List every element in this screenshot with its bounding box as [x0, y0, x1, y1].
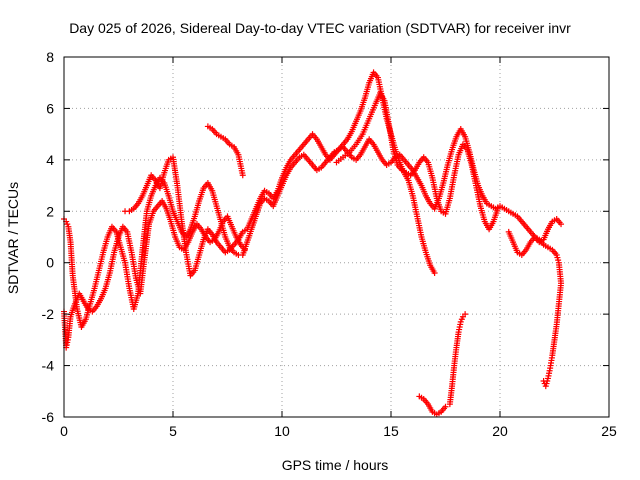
- y-axis-label: SDTVAR / TECUs: [5, 182, 21, 294]
- data-point-track-f: [442, 403, 449, 410]
- plot-frame: [63, 56, 610, 418]
- x-tick-label: 15: [383, 423, 399, 439]
- axis-ticks: 0 5 10 15 20 25 -6 -4 -2 0 2 4 6 8: [42, 49, 617, 439]
- y-tick-label: -4: [42, 358, 55, 374]
- data-point-track-g: [540, 378, 547, 384]
- data-point-track-a: [431, 270, 438, 276]
- y-tick-label: 8: [46, 49, 54, 65]
- y-tick-label: -6: [42, 409, 55, 425]
- x-tick-label: 25: [601, 423, 617, 439]
- y-tick-label: -2: [42, 306, 55, 322]
- data-point-track-e: [462, 311, 469, 318]
- x-tick-label: 20: [492, 423, 508, 439]
- y-tick-label: 6: [46, 100, 54, 116]
- data-point-track-h: [494, 205, 501, 212]
- x-axis-label: GPS time / hours: [282, 457, 389, 473]
- data-point-track-d: [239, 172, 246, 179]
- x-tick-label: 0: [60, 423, 68, 439]
- y-tick-label: 4: [46, 152, 54, 168]
- data-point-track-c: [558, 221, 565, 228]
- x-tick-label: 5: [169, 423, 177, 439]
- data-point-track-b: [241, 246, 248, 253]
- data-marks: [61, 69, 565, 418]
- x-tick-label: 10: [274, 423, 290, 439]
- chart-title: Day 025 of 2026, Sidereal Day-to-day VTE…: [69, 20, 571, 36]
- y-tick-label: 2: [46, 203, 54, 219]
- y-tick-label: 0: [46, 255, 54, 271]
